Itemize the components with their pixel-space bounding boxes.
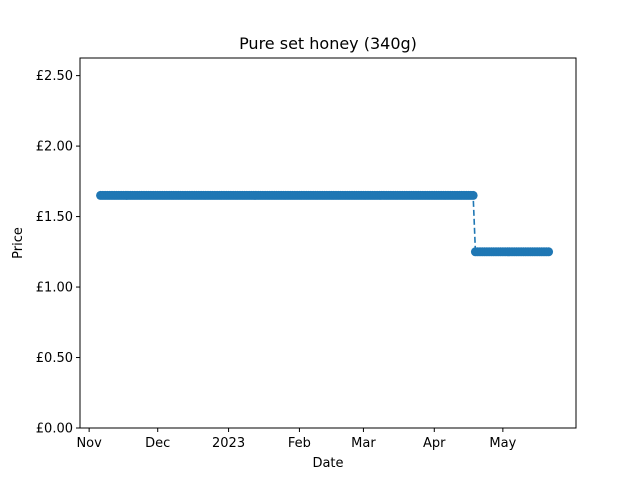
x-tick-label: Dec <box>145 436 170 451</box>
x-tick-label: Mar <box>351 436 376 451</box>
x-tick-label: Nov <box>76 436 102 451</box>
x-tick-label: Feb <box>288 436 311 451</box>
y-tick-label: £1.00 <box>36 281 73 296</box>
plot-area <box>96 190 554 257</box>
x-tick-label: 2023 <box>212 436 245 451</box>
y-tick-label: £0.00 <box>36 422 73 437</box>
y-tick-label: £1.50 <box>36 210 73 225</box>
y-tick-label: £2.00 <box>36 140 73 155</box>
plot-frame <box>79 57 577 429</box>
x-axis: Nov Dec 2023 Feb Mar Apr May <box>76 428 517 451</box>
x-axis-label: Date <box>312 456 343 471</box>
data-point <box>544 247 554 257</box>
y-axis: £0.00 £0.50 £1.00 £1.50 £2.00 £2.50 <box>36 69 80 437</box>
x-tick-label: Apr <box>423 436 446 451</box>
y-tick-label: £2.50 <box>36 69 73 84</box>
y-axis-label: Price <box>11 227 26 259</box>
x-tick-label: May <box>489 436 516 451</box>
series-line <box>100 194 549 253</box>
chart-title: Pure set honey (340g) <box>239 34 417 53</box>
data-point <box>468 190 478 200</box>
y-tick-label: £0.50 <box>36 351 73 366</box>
